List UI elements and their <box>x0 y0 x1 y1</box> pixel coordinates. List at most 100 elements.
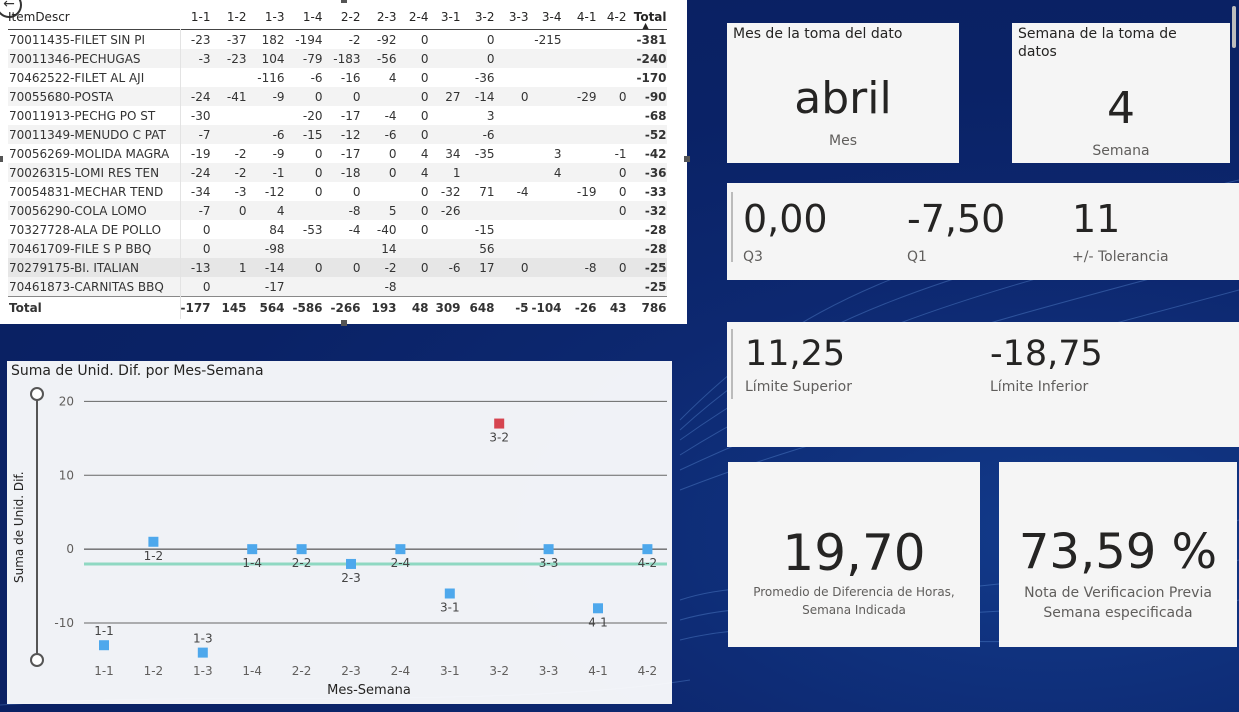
data-label: 2-4 <box>391 556 411 570</box>
row-header-cell[interactable]: 70461873-CARNITAS BBQ <box>8 277 181 297</box>
table-cell <box>361 182 397 201</box>
multi-row-card-quartiles[interactable]: 0,00 Q3 -7,50 Q1 11 +/- Tolerancia <box>727 183 1239 280</box>
column-header[interactable]: 3-4 <box>541 9 562 24</box>
column-header[interactable]: ItemDescr <box>8 9 70 24</box>
column-header[interactable]: 3-3 <box>508 9 529 24</box>
table-cell <box>562 144 597 163</box>
total-cell: -33 <box>644 184 667 199</box>
scatter-chart-visual[interactable]: Suma de Unid. Dif. por Mes-Semana Suma d… <box>7 361 672 704</box>
total-row-cell: 43 <box>596 296 627 319</box>
matrix-table: ItemDescr 1-1 1-2 1-3 1-4 2-2 2-3 2-4 3-… <box>8 4 667 319</box>
column-header[interactable]: 3-2 <box>474 9 495 24</box>
table-row[interactable]: 70056290-COLA LOMO -7 0 4 -8 5 0 -26 0 -32 <box>8 201 667 220</box>
table-row[interactable]: 70011435-FILET SIN PI -23 -37 182 -194 -2 -92 0… <box>8 29 667 50</box>
table-row[interactable]: 70461873-CARNITAS BBQ 0 -17 -8 -25 <box>8 277 667 297</box>
total-cell: -32 <box>626 201 667 220</box>
row-header-cell[interactable]: 70054831-MECHAR TEND <box>8 182 181 201</box>
column-header[interactable]: 2-4 <box>408 9 429 24</box>
table-cell <box>495 30 529 50</box>
vertical-scrollbar[interactable] <box>1232 6 1236 48</box>
card-accent-bar <box>731 192 733 262</box>
table-row[interactable]: 70054831-MECHAR TEND -34 -3 -12 0 0 0 -32 71 -4 -1… <box>8 182 667 201</box>
table-cell <box>528 258 562 277</box>
table-cell: -9 <box>246 87 285 106</box>
resize-handle[interactable] <box>341 0 347 3</box>
table-cell <box>396 277 429 297</box>
table-cell <box>460 277 495 297</box>
table-row[interactable]: 70056269-MOLIDA MAGRA -19 -2 -9 0 -17 0 4 34 -35 3… <box>8 144 667 163</box>
table-cell: 0 <box>352 184 361 199</box>
zoom-slider-handle-top[interactable] <box>30 387 44 401</box>
row-header-cell[interactable]: 70055680-POSTA <box>8 87 181 106</box>
table-row[interactable]: 70461709-FILE S P BBQ 0 -98 14 56 -28 <box>8 239 667 258</box>
table-cell: 0 <box>596 163 627 182</box>
column-header[interactable]: 1-4 <box>302 9 323 24</box>
row-header-cell[interactable]: 70327728-ALA DE POLLO <box>8 220 181 239</box>
row-header-cell[interactable]: 70011435-FILET SIN PI <box>8 29 181 49</box>
table-row[interactable]: 70026315-LOMI RES TEN -24 -2 -1 0 -18 0 4 1 4 0 -36 <box>8 163 667 182</box>
table-cell <box>429 30 461 50</box>
total-cell: -28 <box>626 239 667 258</box>
column-header[interactable]: 1-3 <box>264 9 285 24</box>
column-header[interactable]: 4-1 <box>576 9 597 24</box>
total-cell: -90 <box>626 87 667 106</box>
card-promedio[interactable]: 19,70 Promedio de Diferencia de Horas, S… <box>728 462 980 647</box>
card-nota[interactable]: 73,59 % Nota de Verificacion Previa Sema… <box>999 462 1237 647</box>
table-row[interactable]: 70055680-POSTA -24 -41 -9 0 0 0 27 -14 0 -29 0 -90 <box>8 87 667 106</box>
column-header[interactable]: 4-2 <box>606 9 627 24</box>
table-row[interactable]: 70011346-PECHUGAS -3 -23 104 -79 -183 -56 0 0 -24… <box>8 49 667 68</box>
table-cell <box>561 239 597 258</box>
table-cell <box>529 68 562 87</box>
row-header-cell[interactable]: 70011346-PECHUGAS <box>8 49 181 68</box>
total-row-cell: -26 <box>561 296 597 319</box>
table-row[interactable]: 70327728-ALA DE POLLO 0 84 -53 -4 -40 0 -15 -28 <box>8 220 667 239</box>
resize-handle[interactable] <box>684 156 690 162</box>
row-header-cell[interactable]: 70011349-MENUDO C PAT <box>8 125 181 144</box>
column-header[interactable]: 3-1 <box>440 9 461 24</box>
zoom-slider-handle-bottom[interactable] <box>30 653 44 667</box>
table-cell: -19 <box>576 184 597 199</box>
row-header-cell[interactable]: 70026315-LOMI RES TEN <box>8 163 181 182</box>
column-header[interactable]: 2-2 <box>340 9 361 24</box>
row-header-cell[interactable]: 70461709-FILE S P BBQ <box>8 239 181 258</box>
table-cell <box>322 239 361 258</box>
matrix-table-visual[interactable]: ☰ ⤢ ⋯ ItemDescr 1-1 1-2 1-3 1-4 2-2 2-3 … <box>0 0 1236 326</box>
card-value: 4 <box>1107 83 1135 134</box>
column-header[interactable]: 1-2 <box>226 9 247 24</box>
resize-handle[interactable] <box>0 156 3 162</box>
row-header-cell[interactable]: 70011913-PECHG PO ST <box>8 106 181 125</box>
table-cell <box>561 201 597 220</box>
table-cell <box>561 277 597 297</box>
data-label: 1-4 <box>242 556 262 570</box>
total-row-cell: -266 <box>322 296 361 319</box>
row-header-cell[interactable]: 70279175-BI. ITALIAN <box>8 258 181 277</box>
data-point <box>197 647 208 658</box>
row-header-cell[interactable]: 70056269-MOLIDA MAGRA <box>8 144 181 163</box>
card-mes[interactable]: Mes de la toma del dato abril Mes <box>727 23 959 163</box>
card-label: Mes <box>829 133 857 149</box>
table-cell: -6 <box>460 125 495 144</box>
back-arrow-icon[interactable]: ← <box>0 0 22 18</box>
column-header[interactable]: 2-3 <box>376 9 397 24</box>
column-header[interactable]: 1-1 <box>190 9 211 24</box>
table-cell: 0 <box>460 49 495 68</box>
row-header-cell[interactable]: 70462522-FILET AL AJI <box>8 68 181 87</box>
column-header-total[interactable]: Total ▲ <box>627 4 667 31</box>
table-cell <box>247 106 285 125</box>
table-row[interactable]: 70279175-BI. ITALIAN -13 1 -14 0 0 -2 0 -6 17 0 -8 0… <box>8 258 667 277</box>
card-semana[interactable]: Semana de la toma de datos 4 Semana <box>1012 23 1230 163</box>
data-point <box>346 558 356 569</box>
table-cell <box>596 49 627 68</box>
table-row[interactable]: 70462522-FILET AL AJI -116 -6 -16 4 0 -36 -170 <box>8 68 667 87</box>
table-cell: 1 <box>428 163 461 182</box>
multi-row-card-limits[interactable]: 11,25 Límite Superior -18,75 Límite Infe… <box>727 322 1239 447</box>
table-row[interactable]: 70011349-MENUDO C PAT -7 -6 -15 -12 -6 0 -6 -52 <box>8 125 667 144</box>
row-header-cell[interactable]: 70056290-COLA LOMO <box>8 201 181 220</box>
resize-handle[interactable] <box>341 320 347 326</box>
x-tick-label: 1-4 <box>242 664 262 678</box>
y-tick-label: 0 <box>66 542 74 556</box>
table-cell: -53 <box>302 222 323 237</box>
back-button-area[interactable]: ← <box>0 0 87 22</box>
table-row[interactable]: 70011913-PECHG PO ST -30 -20 -17 -4 0 3 -68 <box>8 106 667 125</box>
table-cell <box>322 277 361 297</box>
